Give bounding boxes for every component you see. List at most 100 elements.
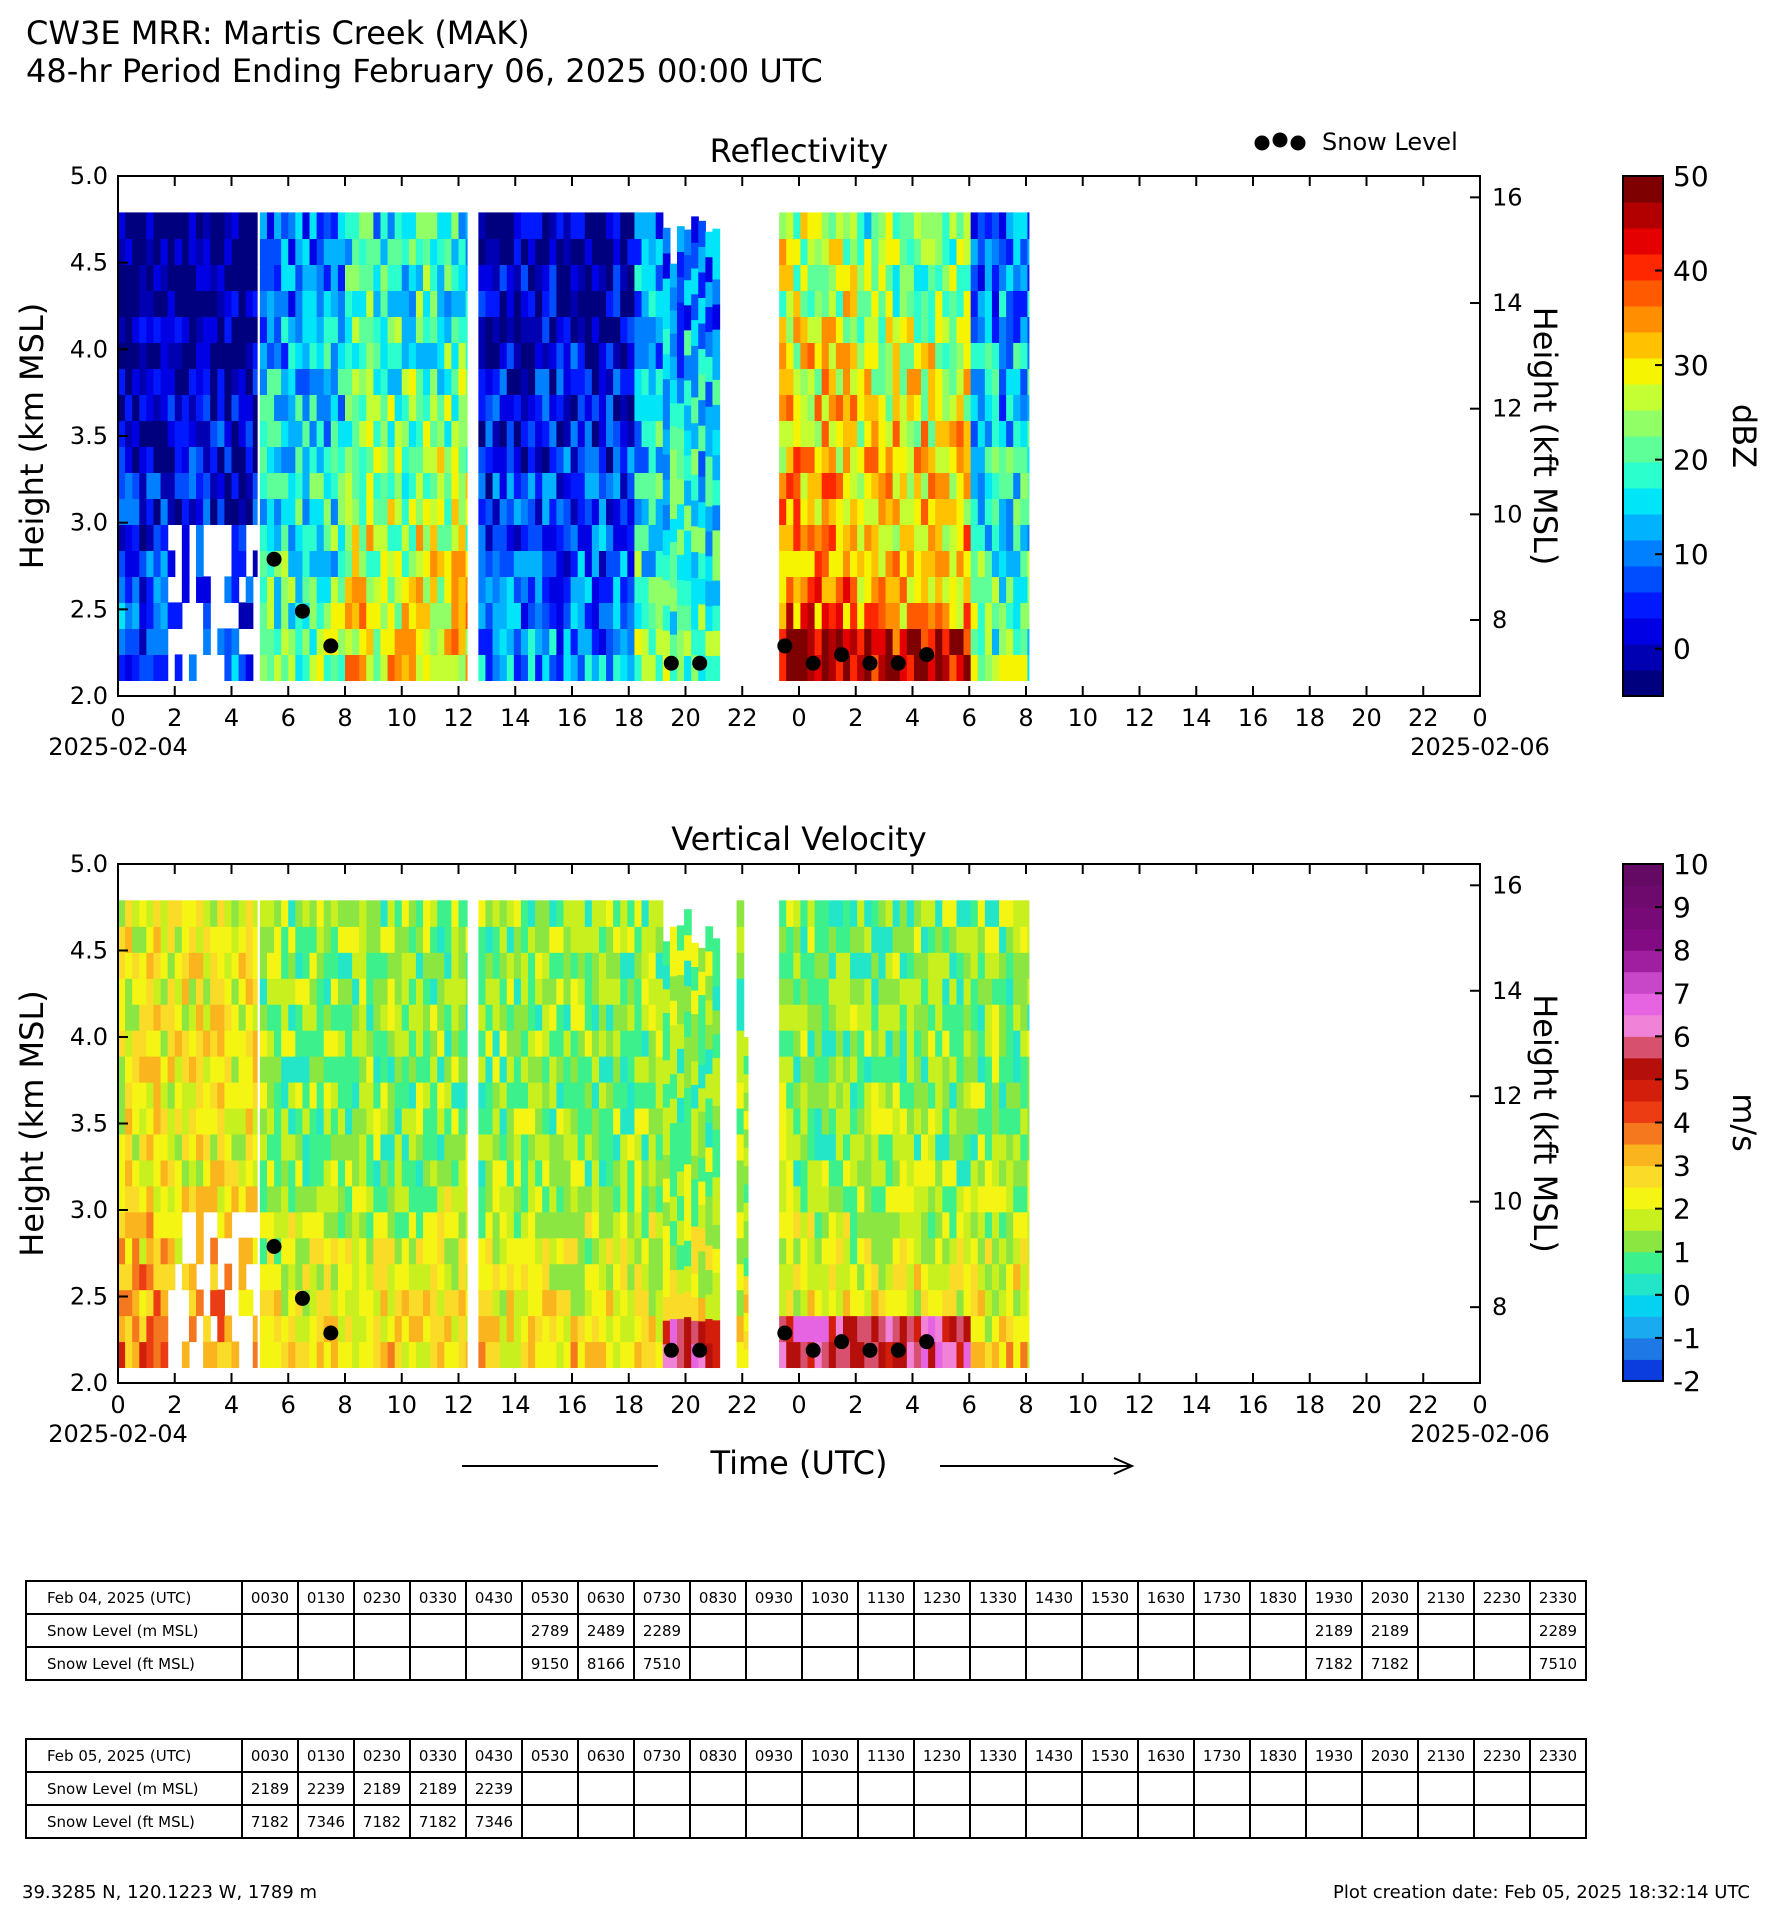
heatmap-cell xyxy=(814,1289,823,1317)
heatmap-cell xyxy=(857,1185,865,1213)
heatmap-cell xyxy=(850,550,858,577)
heatmap-cell xyxy=(465,602,468,629)
heatmap-cell xyxy=(878,576,887,603)
heatmap-cell xyxy=(885,238,894,265)
heatmap-cell xyxy=(139,290,147,317)
heatmap-cell xyxy=(316,290,325,317)
heatmap-cell xyxy=(684,630,692,656)
heatmap-cell xyxy=(316,1289,325,1317)
heatmap-cell xyxy=(542,394,550,421)
heatmap-cell xyxy=(281,1081,289,1109)
heatmap-cell xyxy=(337,1081,346,1109)
heatmap-cell xyxy=(878,550,887,577)
heatmap-cell xyxy=(345,1133,353,1161)
heatmap-cell xyxy=(542,1185,550,1213)
heatmap-cell xyxy=(913,952,922,979)
heatmap-cell xyxy=(577,1263,586,1291)
heatmap-cell xyxy=(139,1081,147,1109)
heatmap-cell xyxy=(885,290,894,317)
heatmap-cell xyxy=(160,290,169,317)
heatmap-cell xyxy=(662,428,671,455)
heatmap-cell xyxy=(821,1081,830,1109)
snow-level-point xyxy=(266,551,282,567)
heatmap-cell xyxy=(167,420,176,447)
heatmap-cell xyxy=(1013,342,1021,369)
heatmap-cell xyxy=(535,368,543,395)
heatmap-cell xyxy=(956,1211,965,1239)
heatmap-cell xyxy=(942,472,950,499)
heatmap-cell xyxy=(316,1211,325,1239)
heatmap-cell xyxy=(620,1004,628,1031)
heatmap-cell xyxy=(984,524,993,551)
heatmap-cell xyxy=(662,479,671,505)
heatmap-cell xyxy=(359,1263,367,1291)
heatmap-cell xyxy=(634,1211,643,1239)
heatmap-cell xyxy=(415,342,424,369)
heatmap-cell xyxy=(627,316,636,343)
heatmap-cell xyxy=(878,1211,887,1239)
heatmap-cell xyxy=(139,576,147,603)
heatmap-cell xyxy=(779,1341,787,1369)
heatmap-cell xyxy=(828,368,837,395)
heatmap-cell xyxy=(437,524,445,551)
heatmap-cell xyxy=(821,212,830,239)
heatmap-cell xyxy=(691,267,699,295)
table-cell xyxy=(689,1771,747,1806)
heatmap-cell xyxy=(345,1030,353,1057)
heatmap-cell xyxy=(210,1133,218,1161)
heatmap-cell xyxy=(535,316,543,343)
y-tick-label: 4.5 xyxy=(70,249,108,277)
heatmap-cell xyxy=(821,238,830,265)
heatmap-cell xyxy=(1020,1263,1029,1291)
heatmap-cell xyxy=(506,1107,515,1135)
heatmap-cell xyxy=(302,1159,311,1187)
heatmap-cell xyxy=(892,900,901,927)
heatmap-cell xyxy=(188,978,197,1005)
heatmap-cell xyxy=(906,1004,915,1031)
heatmap-cell xyxy=(641,602,650,629)
heatmap-cell xyxy=(373,420,382,447)
heatmap-cell xyxy=(821,1237,830,1265)
heatmap-cell xyxy=(613,952,621,979)
heatmap-cell xyxy=(330,926,339,953)
heatmap-cell xyxy=(499,654,508,681)
heatmap-cell xyxy=(842,446,851,473)
heatmap-cell xyxy=(281,212,289,239)
heatmap-cell xyxy=(991,1159,1000,1187)
heatmap-cell xyxy=(634,316,643,343)
heatmap-cell xyxy=(478,524,487,551)
heatmap-cell xyxy=(485,1159,494,1187)
heatmap-cell xyxy=(245,264,254,291)
table-cell xyxy=(521,1804,579,1839)
heatmap-cell xyxy=(705,231,714,258)
heatmap-cell xyxy=(786,1185,794,1213)
heatmap-cell xyxy=(956,264,965,291)
heatmap-cell xyxy=(345,290,353,317)
heatmap-cell xyxy=(359,1315,367,1343)
heatmap-cell xyxy=(999,1211,1007,1239)
heatmap-cell xyxy=(513,1341,522,1369)
heatmap-cell xyxy=(871,290,880,317)
heatmap-cell xyxy=(274,290,282,317)
heatmap-cell xyxy=(684,960,692,987)
heatmap-cell xyxy=(458,1289,467,1317)
heatmap-cell xyxy=(513,926,522,953)
heatmap-cell xyxy=(620,394,628,421)
table-cell: 1730 xyxy=(1193,1738,1251,1773)
heatmap-cell xyxy=(736,1030,745,1057)
heatmap-cell xyxy=(451,900,460,927)
snow-level-point xyxy=(919,1334,935,1350)
heatmap-cell xyxy=(520,1289,529,1317)
heatmap-cell xyxy=(655,342,664,369)
heatmap-cell xyxy=(520,394,529,421)
heatmap-cell xyxy=(373,550,382,577)
heatmap-cell xyxy=(125,1185,133,1213)
table-cell: 1930 xyxy=(1305,1738,1363,1773)
heatmap-cell xyxy=(423,212,431,239)
heatmap-cell xyxy=(779,1004,787,1031)
heatmap-cell xyxy=(423,1263,431,1291)
heatmap-cell xyxy=(935,264,943,291)
heatmap-cell xyxy=(1027,952,1030,979)
heatmap-cell xyxy=(885,524,894,551)
heatmap-cell xyxy=(807,576,816,603)
